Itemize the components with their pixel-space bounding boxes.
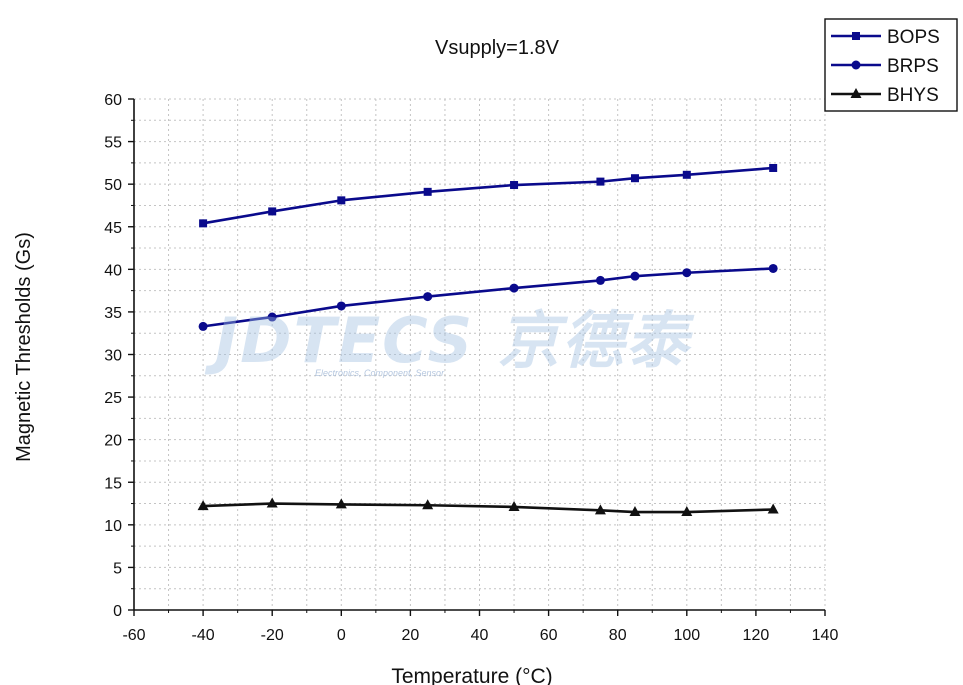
data-point-brps bbox=[509, 283, 519, 293]
data-point-bops bbox=[596, 177, 605, 186]
data-point-bops bbox=[630, 174, 639, 183]
data-point-bops bbox=[199, 219, 208, 228]
x-tick-label: -60 bbox=[122, 627, 145, 644]
x-tick-label: 60 bbox=[540, 627, 558, 644]
x-axis-ticks: -60 -40 -20 0 20 40 60 80 100 120 140 bbox=[122, 610, 838, 644]
data-point-bhys bbox=[197, 500, 209, 511]
x-tick-label: -20 bbox=[261, 627, 284, 644]
data-point-bops bbox=[769, 163, 778, 172]
y-axis-label: Magnetic Thresholds (Gs) bbox=[13, 232, 35, 462]
y-tick-label: 40 bbox=[104, 262, 122, 279]
y-tick-label: 20 bbox=[104, 433, 122, 450]
x-tick-label: 0 bbox=[337, 627, 346, 644]
data-point-brps bbox=[682, 268, 692, 278]
x-tick-label: -40 bbox=[192, 627, 215, 644]
y-tick-label: 25 bbox=[104, 390, 122, 407]
series-group bbox=[197, 163, 779, 517]
y-tick-label: 35 bbox=[104, 305, 122, 322]
data-point-brps bbox=[267, 312, 277, 322]
legend: BOPS BRPS BHYS bbox=[824, 18, 958, 112]
data-point-brps bbox=[423, 292, 433, 302]
data-point-brps bbox=[336, 301, 346, 311]
data-point-brps bbox=[630, 271, 640, 281]
data-point-brps bbox=[595, 275, 605, 285]
x-tick-label: 80 bbox=[609, 627, 627, 644]
legend-label-bhys: BHYS bbox=[887, 85, 939, 106]
legend-marker-bops bbox=[852, 32, 860, 40]
series-bops bbox=[199, 163, 778, 228]
y-tick-label: 0 bbox=[113, 603, 122, 620]
data-point-bhys bbox=[629, 506, 641, 517]
chart-title: Vsupply=1.8V bbox=[435, 37, 560, 59]
x-tick-label: 100 bbox=[673, 627, 700, 644]
y-tick-label: 60 bbox=[104, 92, 122, 109]
legend-marker-brps bbox=[851, 60, 861, 70]
data-point-bops bbox=[510, 181, 519, 190]
data-point-bhys bbox=[266, 497, 278, 508]
series-brps bbox=[198, 263, 778, 331]
legend-label-bops: BOPS bbox=[887, 27, 940, 48]
y-tick-label: 30 bbox=[104, 348, 122, 365]
y-tick-label: 55 bbox=[104, 135, 122, 152]
data-point-bops bbox=[337, 196, 346, 205]
y-axis-ticks: 0 5 10 15 20 25 30 35 40 45 50 55 60 bbox=[104, 92, 134, 620]
x-tick-label: 40 bbox=[471, 627, 489, 644]
y-tick-label: 5 bbox=[113, 560, 122, 577]
data-point-bhys bbox=[594, 504, 606, 515]
y-tick-label: 15 bbox=[104, 475, 122, 492]
legend-marker-bhys bbox=[850, 88, 862, 98]
y-tick-label: 45 bbox=[104, 220, 122, 237]
data-point-bops bbox=[682, 170, 691, 179]
data-point-brps bbox=[768, 263, 778, 273]
legend-label-brps: BRPS bbox=[887, 56, 939, 77]
data-point-bhys bbox=[335, 498, 347, 509]
series-bhys bbox=[197, 497, 779, 517]
data-point-bhys bbox=[767, 503, 779, 514]
data-point-bhys bbox=[508, 500, 520, 511]
x-tick-label: 20 bbox=[402, 627, 420, 644]
y-tick-label: 10 bbox=[104, 518, 122, 535]
data-point-bhys bbox=[681, 506, 693, 517]
x-tick-label: 120 bbox=[743, 627, 770, 644]
x-tick-label: 140 bbox=[812, 627, 839, 644]
data-point-brps bbox=[198, 321, 208, 331]
data-point-bops bbox=[423, 187, 432, 196]
x-axis-label: Temperature (°C) bbox=[391, 665, 552, 685]
y-tick-label: 50 bbox=[104, 177, 122, 194]
data-point-bops bbox=[268, 207, 277, 216]
data-point-bhys bbox=[422, 499, 434, 510]
